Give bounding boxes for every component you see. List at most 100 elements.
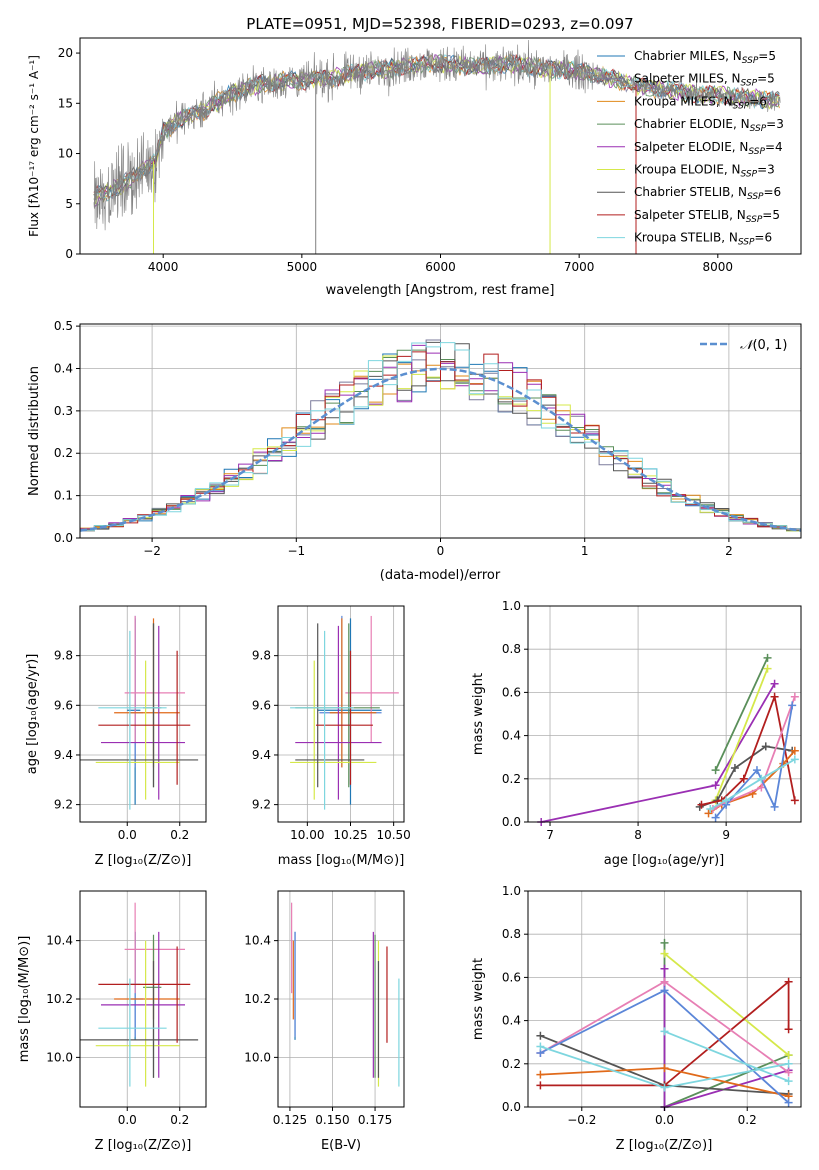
y-tick-label: 9.6 — [54, 698, 73, 712]
y-tick-label: 0.0 — [502, 1100, 521, 1114]
spectrum-legend: Chabrier MILES, NSSP=5 Salpeter MILES, NS… — [597, 49, 784, 248]
x-tick-label: 2 — [725, 544, 733, 558]
legend-label: Kroupa MILES, NSSP=6 — [634, 94, 767, 111]
legend-label: Chabrier MILES, NSSP=5 — [634, 49, 776, 66]
legend-label: Salpeter ELODIE, NSSP=4 — [634, 140, 783, 157]
weight-marker — [722, 796, 731, 805]
y-tick-label: 10.4 — [244, 934, 271, 948]
weight-line — [663, 952, 790, 1056]
weight-marker — [536, 1070, 545, 1079]
y-tick-label: 10.0 — [46, 1050, 73, 1064]
y-tick-label: 0.6 — [502, 970, 521, 984]
weight-marker — [784, 1051, 793, 1060]
residuals-xlabel: (data-model)/error — [380, 568, 501, 583]
weight-marker — [660, 977, 669, 986]
weight-marker — [788, 701, 797, 710]
x-tick-label: 0.0 — [655, 1113, 674, 1127]
y-tick-label: 10.0 — [244, 1050, 271, 1064]
weight-line — [714, 657, 769, 771]
weight-marker — [763, 653, 772, 662]
weight-marker — [770, 692, 779, 701]
age-vs-mass-panel: 10.00 10.25 10.50 9.2 9.4 9.6 9.8 mass [log₁₀(… — [252, 605, 411, 868]
x-tick-label: 9 — [722, 828, 730, 842]
y-tick-label: 0 — [65, 247, 73, 261]
weight-marker — [757, 783, 766, 792]
y-tick-label: 9.8 — [252, 649, 271, 663]
weight-marker — [770, 802, 779, 811]
weight-line — [709, 758, 796, 810]
x-tick-label: 6000 — [425, 260, 456, 274]
weight-marker — [730, 764, 739, 772]
x-tick-label: 10.00 — [290, 828, 324, 842]
weight-marker — [761, 742, 770, 751]
y-tick-label: 10 — [58, 147, 73, 161]
y-tick-label: 0.8 — [502, 642, 521, 656]
y-tick-label: 0.5 — [54, 319, 73, 333]
weight-vs-Z-ylabel: mass weight — [471, 958, 486, 1040]
x-tick-label: 0.125 — [273, 1113, 307, 1127]
y-tick-label: 0.0 — [502, 815, 521, 829]
y-tick-label: 0.2 — [502, 1057, 521, 1071]
weight-marker — [790, 746, 799, 755]
weight-line — [664, 1030, 789, 1082]
y-tick-label: 10.2 — [46, 992, 73, 1006]
x-tick-label: 10.25 — [333, 828, 367, 842]
legend-label: Chabrier ELODIE, NSSP=3 — [634, 117, 784, 134]
weight-marker — [660, 986, 669, 995]
legend-label: Salpeter STELIB, NSSP=5 — [634, 208, 780, 225]
x-tick-label: 7000 — [564, 260, 595, 274]
x-tick-label: 0.2 — [738, 1113, 757, 1127]
legend-normal-label: (0, 1) — [752, 338, 787, 353]
spectrum-panel: 4000 5000 6000 7000 8000 0 5 10 15 20 wavelength … — [27, 37, 802, 298]
weight-line — [540, 979, 790, 1087]
x-tick-label: 0.150 — [315, 1113, 349, 1127]
weight-vs-Z-panel: −0.2 0.0 0.2 0.0 0.2 0.4 0.6 0.8 1.0 Z [log₁₀(Z/… — [471, 884, 802, 1153]
x-tick-label: 0.0 — [118, 1113, 137, 1127]
residuals-legend: 𝒩(0, 1) — [700, 338, 787, 353]
y-tick-label: 20 — [58, 46, 73, 60]
weight-marker — [752, 766, 761, 775]
y-tick-label: 0.3 — [54, 404, 73, 418]
model-spectrum-line — [93, 54, 780, 207]
x-tick-label: 10.50 — [376, 828, 410, 842]
y-tick-label: 15 — [58, 96, 73, 110]
weight-line — [714, 668, 769, 801]
weight-vs-Z-xlabel: Z [log₁₀(Z/Z⊙)] — [616, 1138, 713, 1153]
legend-label: Kroupa STELIB, NSSP=6 — [634, 231, 772, 248]
weight-marker — [536, 1031, 545, 1040]
age-vs-mass-xlabel: mass [log₁₀(M/M⊙)] — [278, 853, 405, 868]
weight-marker — [660, 949, 669, 958]
weight-marker — [660, 938, 669, 947]
histogram-step — [80, 342, 801, 532]
y-tick-label: 0.6 — [502, 685, 521, 699]
weight-marker — [784, 1059, 793, 1068]
y-tick-label: 0.1 — [54, 489, 73, 503]
weight-marker — [770, 679, 779, 688]
residuals-ylabel: Normed distribution — [27, 366, 42, 496]
y-tick-label: 9.8 — [54, 649, 73, 663]
weight-marker — [784, 1077, 793, 1086]
spectrum-ylabel: Flux [fλ10⁻¹⁷ erg cm⁻² s⁻¹ A⁻¹] — [27, 55, 41, 237]
weight-marker — [660, 1027, 669, 1036]
x-tick-label: −1 — [287, 544, 305, 558]
figure-title: PLATE=0951, MJD=52398, FIBERID=0293, z=0… — [246, 15, 633, 33]
age-vs-Z-panel: 0.0 0.2 9.2 9.4 9.6 9.8 Z [log₁₀(Z/Z⊙)] age [… — [25, 605, 207, 868]
weight-marker — [784, 1025, 793, 1034]
normal-curve — [79, 367, 802, 532]
weight-marker — [706, 805, 715, 814]
y-tick-label: 0.8 — [502, 927, 521, 941]
weight-marker — [784, 1098, 793, 1107]
y-tick-label: 9.2 — [252, 798, 271, 812]
weight-marker — [784, 1068, 793, 1077]
weight-marker — [739, 774, 748, 783]
x-tick-label: 8 — [634, 828, 642, 842]
age-vs-Z-xlabel: Z [log₁₀(Z/Z⊙)] — [95, 853, 192, 868]
mass-vs-ebv-xlabel: E(B-V) — [321, 1138, 361, 1153]
x-tick-label: −2 — [143, 544, 161, 558]
weight-marker — [697, 800, 706, 809]
x-tick-label: 0.0 — [118, 828, 137, 842]
weight-line — [712, 696, 796, 810]
legend-label: Kroupa ELODIE, NSSP=3 — [634, 163, 775, 180]
y-tick-label: 1.0 — [502, 599, 521, 613]
y-tick-label: 0.2 — [54, 446, 73, 460]
